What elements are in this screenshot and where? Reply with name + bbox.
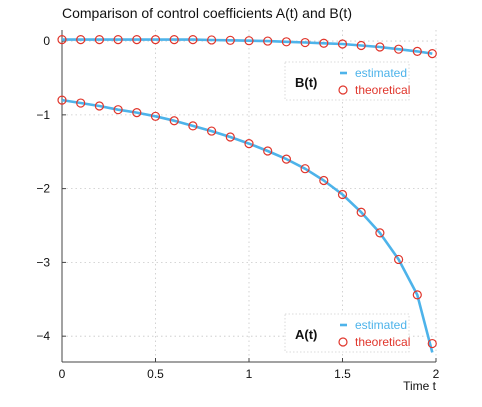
- series-a-theoretical-point: [427, 338, 437, 349]
- series-b-theoretical-point: [300, 37, 310, 48]
- series-b-theoretical-point: [244, 36, 254, 46]
- x-axis-label: Time t: [403, 379, 437, 393]
- series-b-theoretical-point: [356, 40, 366, 51]
- series-b-theoretical-point: [207, 35, 217, 45]
- y-tick-label: −1: [36, 108, 50, 122]
- series-b-theoretical-point: [94, 34, 105, 45]
- series-b-theoretical-point: [76, 34, 86, 45]
- series-b-theoretical-point: [150, 34, 161, 45]
- series-a-theoretical-point: [207, 126, 217, 136]
- legend-estimated-label: estimated: [355, 318, 407, 332]
- series-b-theoretical-point: [319, 38, 329, 48]
- series-a-theoretical-point: [225, 132, 235, 142]
- legend-theoretical-label: theoretical: [355, 83, 410, 97]
- series-a-theoretical-point: [394, 254, 404, 265]
- series-a-theoretical-point: [132, 108, 142, 118]
- x-tick-label: 1: [246, 367, 253, 381]
- series-a-theoretical-point: [150, 111, 161, 121]
- series-a-theoretical-point: [113, 105, 123, 115]
- series-a-theoretical-point: [356, 207, 366, 217]
- series-a-theoretical-point: [94, 101, 105, 111]
- chart-title: Comparison of control coefficients A(t) …: [62, 5, 352, 21]
- x-tick-label: 0.5: [147, 367, 164, 381]
- series-a-theoretical-point: [57, 95, 67, 105]
- series-a-theoretical-point: [263, 146, 273, 156]
- series-b-theoretical-point: [375, 42, 385, 52]
- legend-a: A(t) estimated theoretical: [284, 313, 410, 353]
- series-a-estimated-line: [61, 98, 434, 353]
- series-b-theoretical-point: [281, 37, 291, 47]
- series-a-theoretical-point: [319, 175, 329, 186]
- series-a-theoretical-point: [337, 189, 348, 200]
- y-tick-label: −4: [36, 329, 50, 343]
- series-b-theoretical-point: [412, 46, 422, 56]
- series-b-theoretical-point: [394, 44, 404, 54]
- axes: 0 0.5 1 1.5 2 0 −1 −2 −3 −4: [36, 30, 440, 381]
- legend-theoretical-swatch: [338, 337, 348, 347]
- series-b-theoretical-point: [225, 35, 235, 45]
- series-layer: [57, 34, 437, 353]
- series-a-theoretical-point: [300, 164, 310, 174]
- legend-box: [284, 313, 410, 353]
- series-b-theoretical-point: [337, 39, 348, 49]
- series-b-theoretical-point: [57, 34, 67, 45]
- legend-group-label: B(t): [295, 75, 317, 90]
- y-tick-label: −3: [36, 255, 50, 269]
- series-a-theoretical-point: [281, 154, 291, 164]
- x-tick-label: 2: [433, 367, 440, 381]
- legend-box: [284, 61, 410, 101]
- legend-group-label: A(t): [295, 327, 317, 342]
- series-b-theoretical-point: [132, 34, 142, 45]
- y-tick-label: −2: [36, 182, 50, 196]
- series-a-theoretical-point: [244, 139, 254, 149]
- series-a-theoretical-point: [76, 98, 86, 108]
- series-a-theoretical-point: [169, 116, 179, 126]
- series-b-estimated-line: [62, 38, 433, 55]
- x-tick-label: 0: [59, 367, 66, 381]
- legend-theoretical-swatch: [338, 85, 348, 95]
- series-a-theoretical-point: [188, 121, 198, 131]
- series-b-theoretical-point: [263, 36, 273, 46]
- series-b-theoretical-point: [113, 34, 123, 45]
- series-b-theoretical-point: [169, 34, 179, 45]
- series-a-theoretical-point: [375, 228, 385, 238]
- y-tick-label: 0: [43, 34, 50, 48]
- legend-theoretical-label: theoretical: [355, 335, 410, 349]
- legend-estimated-label: estimated: [355, 66, 407, 80]
- legend-b: B(t) estimated theoretical: [284, 61, 410, 101]
- x-tick-label: 1.5: [334, 367, 351, 381]
- series-a-theoretical-point: [412, 290, 422, 300]
- series-b-theoretical-point: [427, 49, 437, 59]
- series-b-theoretical-point: [188, 34, 198, 45]
